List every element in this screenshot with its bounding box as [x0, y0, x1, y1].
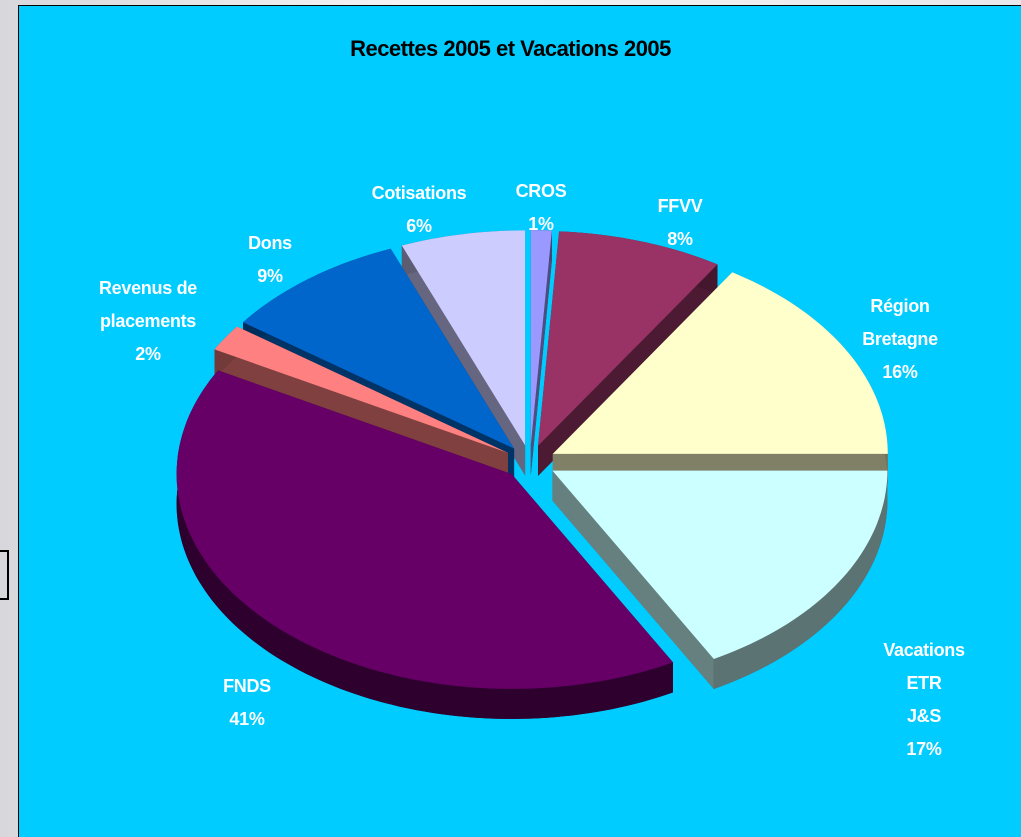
category-label: CROS: [515, 181, 567, 201]
data-label: FNDS 41%: [223, 670, 271, 736]
slice: [552, 470, 888, 659]
chart-title: Recettes 2005 et Vacations 2005: [350, 36, 671, 61]
data-label: Région Bretagne 16%: [862, 290, 938, 389]
data-label: CROS 1%: [516, 175, 567, 241]
value-label: 2%: [135, 344, 161, 364]
category-label: Région Bretagne: [862, 296, 938, 349]
data-label: FFVV 8%: [658, 190, 703, 256]
value-label: 8%: [667, 229, 693, 249]
category-label: FNDS: [223, 676, 271, 696]
category-label: Cotisations: [371, 183, 467, 203]
value-label: 16%: [882, 362, 918, 382]
data-label: Vacations ETR J&S 17%: [876, 634, 973, 766]
data-label: Cotisations 6%: [372, 177, 467, 243]
value-label: 41%: [229, 709, 265, 729]
data-label: Revenus de placements 2%: [99, 272, 197, 371]
value-label: 17%: [906, 739, 942, 759]
slice: [552, 272, 888, 454]
category-label: FFVV: [657, 196, 703, 216]
slice: [214, 326, 508, 453]
slice-side: [538, 264, 718, 476]
value-label: 9%: [257, 266, 283, 286]
slice: [243, 248, 515, 449]
category-label: Revenus de placements: [98, 278, 198, 331]
slice-side: [552, 470, 714, 689]
data-label: Dons 9%: [248, 227, 292, 293]
slice: [176, 370, 673, 689]
slice: [530, 230, 552, 446]
frame-edge: [0, 550, 9, 600]
slice-wall: [176, 370, 673, 719]
value-label: 1%: [528, 214, 554, 234]
slice-wall: [713, 470, 888, 689]
slice: [538, 231, 718, 446]
category-label: Vacations ETR J&S: [883, 640, 965, 726]
category-label: Dons: [248, 233, 292, 253]
slice-side: [530, 230, 552, 476]
value-label: 6%: [406, 216, 432, 236]
slice: [401, 230, 526, 446]
